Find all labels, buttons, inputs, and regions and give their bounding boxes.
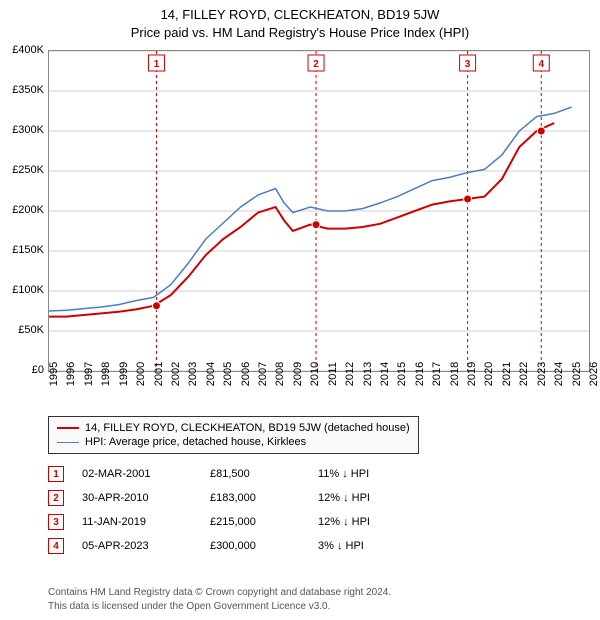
x-tick-label: 1999 — [118, 362, 130, 386]
y-tick-label: £350K — [12, 84, 44, 96]
transaction-marker: 1 — [48, 466, 64, 482]
x-tick-label: 2013 — [362, 362, 374, 386]
x-tick-label: 2006 — [240, 362, 252, 386]
y-tick-label: £50K — [18, 324, 44, 336]
x-tick-label: 2014 — [379, 362, 391, 386]
transactions-table: 1 02-MAR-2001 £81,500 11% ↓ HPI 2 30-APR-2010… — [48, 462, 408, 558]
footer-line1: Contains HM Land Registry data © Crown c… — [48, 586, 391, 600]
footer-line2: This data is licensed under the Open Gov… — [48, 600, 391, 614]
legend-swatch — [57, 427, 79, 429]
transaction-row: 3 11-JAN-2019 £215,000 12% ↓ HPI — [48, 510, 408, 534]
x-tick-label: 2003 — [187, 362, 199, 386]
footer: Contains HM Land Registry data © Crown c… — [48, 586, 391, 614]
y-tick-label: £0 — [32, 364, 44, 376]
legend-label: 14, FILLEY ROYD, CLECKHEATON, BD19 5JW (… — [85, 422, 410, 434]
svg-text:4: 4 — [538, 59, 544, 70]
transaction-delta: 11% ↓ HPI — [318, 468, 408, 480]
legend-item: 14, FILLEY ROYD, CLECKHEATON, BD19 5JW (… — [57, 421, 410, 435]
legend-label: HPI: Average price, detached house, Kirk… — [85, 436, 306, 448]
x-tick-label: 2024 — [553, 362, 565, 386]
transaction-row: 1 02-MAR-2001 £81,500 11% ↓ HPI — [48, 462, 408, 486]
transaction-date: 11-JAN-2019 — [82, 516, 192, 528]
x-tick-label: 2012 — [344, 362, 356, 386]
x-tick-label: 1998 — [100, 362, 112, 386]
transaction-marker: 2 — [48, 490, 64, 506]
chart-container: 14, FILLEY ROYD, CLECKHEATON, BD19 5JW P… — [0, 0, 600, 620]
x-tick-label: 2004 — [205, 362, 217, 386]
svg-text:3: 3 — [465, 59, 471, 70]
x-tick-label: 2010 — [309, 362, 321, 386]
x-tick-label: 2005 — [222, 362, 234, 386]
title-address: 14, FILLEY ROYD, CLECKHEATON, BD19 5JW — [0, 6, 600, 24]
svg-text:2: 2 — [313, 59, 319, 70]
transaction-date: 02-MAR-2001 — [82, 468, 192, 480]
transaction-delta: 12% ↓ HPI — [318, 516, 408, 528]
x-tick-label: 2018 — [449, 362, 461, 386]
transaction-row: 4 05-APR-2023 £300,000 3% ↓ HPI — [48, 534, 408, 558]
transaction-marker: 4 — [48, 538, 64, 554]
x-tick-label: 2020 — [483, 362, 495, 386]
x-tick-label: 2011 — [327, 362, 339, 386]
transaction-price: £300,000 — [210, 540, 300, 552]
x-tick-label: 2001 — [153, 362, 165, 386]
x-tick-label: 1995 — [48, 362, 60, 386]
transaction-delta: 3% ↓ HPI — [318, 540, 408, 552]
y-tick-label: £400K — [12, 44, 44, 56]
transaction-row: 2 30-APR-2010 £183,000 12% ↓ HPI — [48, 486, 408, 510]
x-tick-label: 1996 — [65, 362, 77, 386]
y-tick-label: £300K — [12, 124, 44, 136]
x-tick-label: 2000 — [135, 362, 147, 386]
transaction-price: £183,000 — [210, 492, 300, 504]
x-tick-label: 2009 — [292, 362, 304, 386]
legend-item: HPI: Average price, detached house, Kirk… — [57, 435, 410, 449]
transaction-marker: 3 — [48, 514, 64, 530]
y-tick-label: £200K — [12, 204, 44, 216]
transaction-delta: 12% ↓ HPI — [318, 492, 408, 504]
legend: 14, FILLEY ROYD, CLECKHEATON, BD19 5JW (… — [48, 416, 419, 454]
x-tick-label: 1997 — [83, 362, 95, 386]
x-tick-label: 2025 — [571, 362, 583, 386]
x-tick-label: 2002 — [170, 362, 182, 386]
plot-area: 1 2 3 4 — [48, 50, 590, 372]
x-tick-label: 2015 — [396, 362, 408, 386]
transaction-price: £215,000 — [210, 516, 300, 528]
x-tick-label: 2022 — [518, 362, 530, 386]
title-subtitle: Price paid vs. HM Land Registry's House … — [0, 24, 600, 42]
x-tick-label: 2026 — [588, 362, 600, 386]
transaction-date: 05-APR-2023 — [82, 540, 192, 552]
legend-swatch — [57, 442, 79, 443]
y-tick-label: £250K — [12, 164, 44, 176]
svg-text:1: 1 — [154, 59, 160, 70]
x-tick-label: 2021 — [501, 362, 513, 386]
y-tick-label: £100K — [12, 284, 44, 296]
x-tick-label: 2008 — [274, 362, 286, 386]
y-tick-label: £150K — [12, 244, 44, 256]
transaction-date: 30-APR-2010 — [82, 492, 192, 504]
x-tick-label: 2017 — [431, 362, 443, 386]
chart-svg: 1 2 3 4 — [49, 51, 589, 371]
x-tick-label: 2007 — [257, 362, 269, 386]
transaction-price: £81,500 — [210, 468, 300, 480]
x-tick-label: 2019 — [466, 362, 478, 386]
title-block: 14, FILLEY ROYD, CLECKHEATON, BD19 5JW P… — [0, 0, 600, 42]
x-tick-label: 2023 — [536, 362, 548, 386]
x-tick-label: 2016 — [414, 362, 426, 386]
